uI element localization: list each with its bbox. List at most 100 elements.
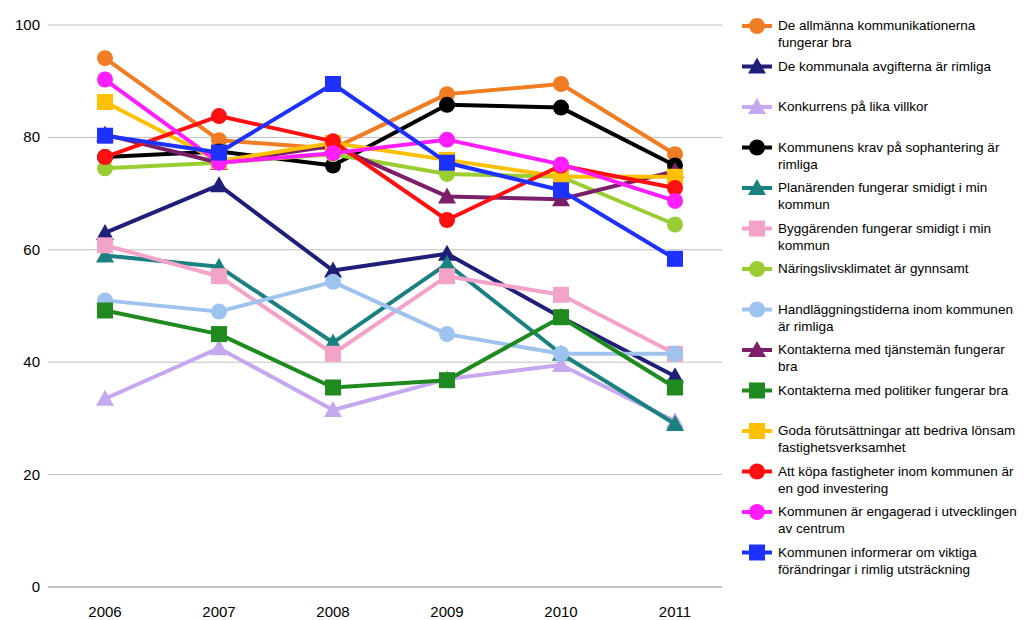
legend-line-text: kommun: [778, 238, 830, 253]
marker: [211, 268, 227, 284]
marker: [553, 309, 569, 325]
legend-entry: De allmänna kommunikationernafungerar br…: [742, 18, 976, 50]
series-line: [105, 282, 675, 354]
series-line: [105, 102, 675, 177]
x-tick-label: 2010: [544, 603, 577, 620]
marker: [439, 155, 455, 171]
series-line: [105, 116, 675, 220]
series-line: [105, 255, 675, 424]
legend-entry: Kommunen informerar om viktigaförändring…: [742, 545, 977, 577]
y-tick-label: 60: [23, 241, 40, 258]
x-tick-label: 2007: [202, 603, 235, 620]
x-tick-label: 2006: [88, 603, 121, 620]
legend-entry: Planärenden fungerar smidigt i min kommun: [742, 179, 987, 212]
legend-label: Planärenden fungerar smidigt i min kommun: [778, 180, 987, 212]
legend-label: Handläggningstiderna inom kommunen är rim…: [778, 302, 1013, 334]
legend-marker: [749, 221, 765, 237]
marker: [553, 287, 569, 303]
marker: [97, 94, 113, 110]
grid-line: [48, 25, 722, 26]
legend-line-text: Byggärenden fungerar smidigt i min: [778, 221, 991, 236]
legend-line-text: förändringar i rimlig utsträckning: [778, 562, 970, 577]
legend-marker: [749, 383, 765, 399]
legend-line-text: Konkurrens på lika villkor: [778, 99, 929, 114]
marker: [552, 308, 570, 324]
series-line: [105, 154, 675, 224]
legend-line-text: fastighetsverksamhet: [778, 440, 906, 455]
marker: [667, 346, 683, 362]
marker: [97, 237, 113, 253]
legend-line-text: rimliga: [778, 157, 818, 172]
legend-label: Kontakterna med politiker fungerar bra: [778, 383, 1009, 398]
legend-line-text: fungerar bra: [778, 35, 852, 50]
legend-entry: Kontakterna med politiker fungerar bra: [742, 383, 1009, 399]
x-tick-label: 2009: [430, 603, 463, 620]
legend-label: De allmänna kommunikationernafungerar br…: [778, 18, 976, 50]
legend-label: Kommunen är engagerad i utvecklingenav c…: [778, 504, 1017, 536]
legend-line-text: Goda förutsättningar att bedriva lönsam: [778, 423, 1015, 438]
legend-line-text: De kommunala avgifterna är rimliga: [778, 59, 992, 74]
grid-line: [48, 474, 722, 475]
marker: [439, 212, 455, 228]
marker: [324, 401, 342, 417]
marker: [325, 145, 341, 161]
y-tick-label: 0: [32, 578, 40, 595]
marker: [439, 268, 455, 284]
marker: [325, 274, 341, 290]
series-line: [105, 310, 675, 387]
legend-marker: [749, 261, 765, 277]
marker: [439, 326, 455, 342]
legend-marker: [749, 302, 765, 318]
marker: [667, 379, 683, 395]
marker: [97, 72, 113, 88]
legend-marker: [748, 341, 766, 357]
legend-entry: Handläggningstiderna inom kommunen är rim…: [742, 302, 1013, 334]
marker: [325, 346, 341, 362]
marker: [97, 149, 113, 165]
marker: [97, 50, 113, 66]
legend-entry: De kommunala avgifterna är rimliga: [742, 58, 992, 74]
legend-marker: [748, 58, 766, 74]
grid-line: [48, 587, 722, 588]
legend-label: Kommunen informerar om viktigaförändring…: [778, 545, 977, 577]
legend-entry: Att köpa fastigheter inom kommunen ären …: [742, 464, 1014, 496]
marker: [325, 76, 341, 92]
series-line: [105, 185, 675, 376]
x-tick-label: 2008: [316, 603, 349, 620]
plot-area: [96, 50, 684, 431]
legend-label: Att köpa fastigheter inom kommunen ären …: [778, 464, 1014, 496]
marker: [211, 326, 227, 342]
marker: [667, 346, 683, 362]
y-tick-label: 100: [15, 16, 40, 33]
marker: [96, 390, 114, 406]
legend-line-text: Att köpa fastigheter inom kommunen är: [778, 464, 1014, 479]
legend-line-text: kommun: [778, 197, 830, 212]
x-tick-label: 2011: [659, 603, 691, 620]
legend-line-text: Kontakterna med tjänstemän fungerar: [778, 342, 1005, 357]
legend-marker: [749, 504, 765, 520]
marker: [325, 379, 341, 395]
legend-label: Kommunens krav på sophantering ärrimliga: [778, 140, 1000, 172]
marker: [439, 97, 455, 113]
legend-entry: Kontakterna med tjänstemän fungerarbra: [742, 341, 1005, 374]
grid-line: [48, 362, 722, 363]
legend-entry: Kommunen är engagerad i utvecklingenav c…: [742, 504, 1017, 536]
legend-marker: [748, 179, 766, 195]
marker: [439, 132, 455, 148]
marker: [553, 156, 569, 172]
marker: [211, 145, 227, 161]
legend-line-text: är rimliga: [778, 319, 834, 334]
series-line: [105, 84, 675, 259]
legend-marker: [749, 423, 765, 439]
legend-label: Kontakterna med tjänstemän fungerarbra: [778, 342, 1005, 374]
legend-line-text: Planärenden fungerar smidigt i min: [778, 180, 987, 195]
y-tick-label: 40: [23, 353, 40, 370]
series-line: [105, 80, 675, 201]
legend-marker: [748, 98, 766, 114]
legend-marker: [749, 545, 765, 561]
y-tick-label: 80: [23, 128, 40, 145]
legend-line-text: Handläggningstiderna inom kommunen: [778, 302, 1013, 317]
grid-line: [48, 249, 722, 250]
legend-line-text: av centrum: [778, 521, 845, 536]
legend-label: Goda förutsättningar att bedriva lönsam f…: [778, 423, 1015, 455]
